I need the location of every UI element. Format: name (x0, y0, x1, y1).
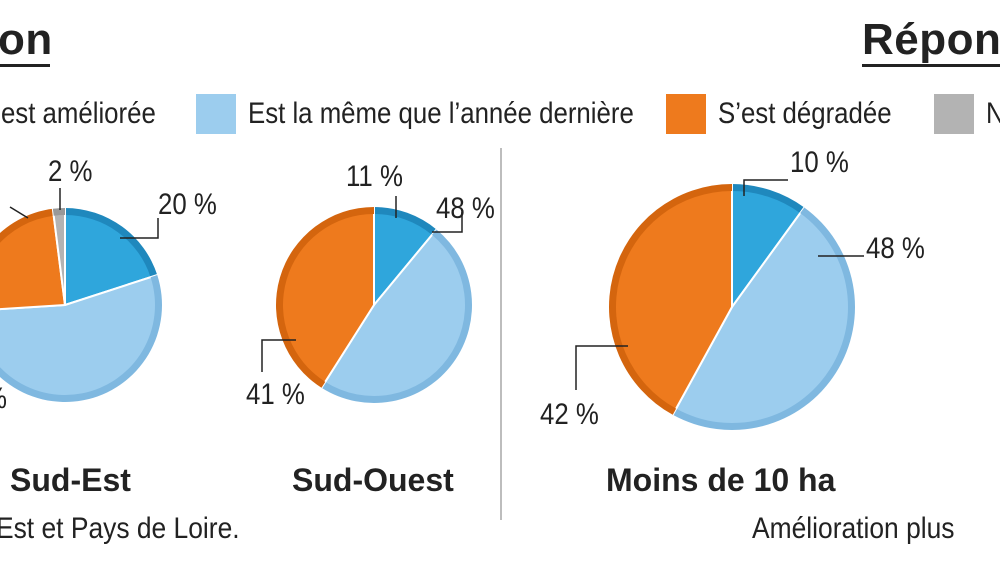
title-underline-left (0, 64, 50, 67)
legend-label: S’est améliorée (0, 97, 156, 130)
title-underline-right (862, 64, 1000, 67)
legend-label: Est la même que l’année dernière (248, 97, 634, 130)
footnote-right: Amélioration plus (752, 512, 955, 545)
leader-line-sudouest-meme (432, 212, 463, 233)
pct-label-sudest-ns: 2 % (48, 155, 93, 188)
pct-label-moins10-meme: 48 % (866, 232, 925, 265)
leader-line-moins10-ameliore (743, 179, 788, 196)
section-title-left: on (0, 15, 53, 64)
pie-rim-sudouest-ameliore (374, 207, 437, 235)
leader-line-moins10-degrade (575, 345, 628, 390)
pct-label-sudouest-ameliore: 11 % (346, 160, 403, 193)
pie-title-sudouest: Sud-Ouest (292, 462, 454, 498)
pct-label-sudouest-degrade: 41 % (246, 378, 305, 411)
pct-label-sudouest-meme: 48 % (436, 192, 495, 225)
pie-rim-moins10-ameliore (732, 184, 805, 214)
pie-title-moins10: Moins de 10 ha (606, 462, 836, 498)
pie-title-sudest: Sud-Est (10, 462, 131, 498)
legend-label: S’est dégradée (718, 97, 892, 130)
legend-label: N (986, 97, 1000, 131)
swatch-light-blue-icon (196, 94, 236, 134)
leader-line-sudest-degrade (9, 206, 29, 219)
pie-rim-sudest-ns (52, 208, 65, 216)
legend-item-meme: Est la même que l’année dernière (196, 92, 697, 136)
legend-item-degrade: S’est dégradée (666, 92, 920, 136)
leader-line-sudest-ameliore (120, 218, 159, 239)
leader-line-sudouest-degrade (261, 339, 296, 372)
footnote-left: Est et Pays de Loire. (0, 512, 240, 545)
pct-label-sudest-partial: % (0, 382, 7, 416)
section-title-right: Répons (862, 15, 1000, 64)
swatch-grey-icon (934, 94, 974, 134)
pie-rim-sudest-degrade (0, 208, 54, 243)
pct-label-moins10-degrade: 42 % (540, 398, 599, 431)
pie-rim-sudest-ameliore (65, 208, 158, 278)
pct-label-moins10-ameliore: 10 % (790, 146, 849, 179)
section-divider (500, 148, 502, 520)
legend-item-ameliore: S’est améliorée (0, 92, 185, 136)
pct-label-sudest-ameliore: 20 % (158, 188, 217, 221)
legend-item-ns: N (934, 92, 1000, 136)
swatch-orange-icon (666, 94, 706, 134)
